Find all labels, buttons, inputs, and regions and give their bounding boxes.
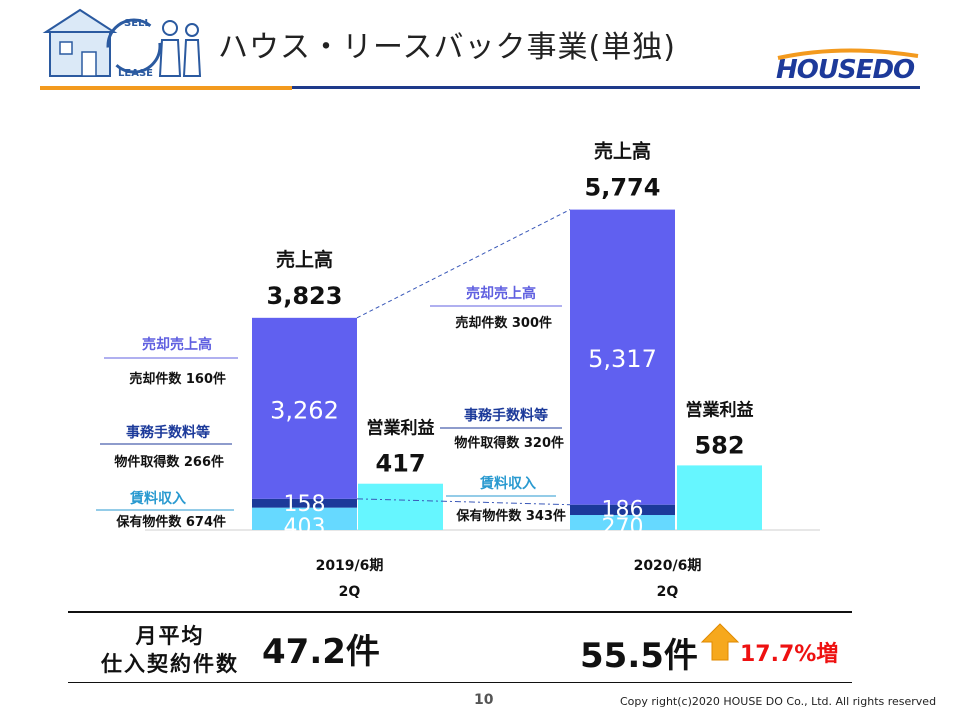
- summary-value-2020: 55.5件: [580, 636, 698, 676]
- connector-total: [356, 209, 571, 319]
- svg-text:LEASE: LEASE: [118, 68, 153, 79]
- annot2-sales-title: 売却売上高: [466, 285, 536, 302]
- total-value-2: 5,774: [585, 174, 661, 202]
- summary-top-rule: [68, 611, 852, 613]
- total-label-2: 売上高: [594, 140, 651, 163]
- page-title: ハウス・リースバック事業(単独): [218, 30, 676, 65]
- segment-label-sales-1: 3,262: [270, 396, 339, 424]
- bar-operating-profit-2: [677, 465, 762, 530]
- page-number: 10: [474, 692, 494, 708]
- annot2-rent-title: 賃料収入: [479, 475, 536, 492]
- bar-sales-2: [570, 209, 675, 505]
- summary-label: 月平均 仕入契約件数: [80, 622, 260, 678]
- copyright: Copy right(c)2020 HOUSE DO Co., Ltd. All…: [620, 695, 937, 708]
- annot1-rent-title: 賃料収入: [129, 490, 186, 507]
- category-label-1-line1: 2019/6期: [316, 558, 384, 574]
- bar-rent-2: [570, 515, 675, 530]
- summary-value-2019: 47.2件: [262, 632, 380, 672]
- annot1-rent-detail: 保有物件数 674件: [115, 514, 226, 530]
- annot2-sales-detail: 売却件数 300件: [455, 315, 552, 331]
- segment-label-sales-2: 5,317: [588, 345, 657, 373]
- housedo-logo: HOUSEDO: [776, 48, 919, 85]
- summary-bottom-rule: [68, 682, 852, 683]
- annot1-fee-title: 事務手数料等: [126, 424, 210, 441]
- profit-value-1: 417: [375, 450, 425, 478]
- bar-fee-2: [570, 504, 675, 516]
- bar-operating-profit-1: [358, 483, 443, 530]
- annot1-fee-detail: 物件取得数 266件: [114, 454, 224, 470]
- header-divider: [40, 86, 920, 89]
- segment-label-rent-2: 270: [602, 515, 644, 540]
- bar-rent-1: [252, 507, 357, 530]
- summary-label-line2: 仕入契約件数: [101, 652, 239, 676]
- category-label-1-line2: 2Q: [339, 584, 361, 600]
- segment-label-fee-2: 186: [602, 498, 644, 523]
- profit-label-2: 営業利益: [686, 399, 754, 420]
- profit-value-2: 582: [694, 431, 744, 459]
- svg-text:HOUSEDO: HOUSEDO: [776, 55, 915, 85]
- annot1-sales-title: 売却売上高: [142, 336, 212, 353]
- summary-label-line1: 月平均: [135, 624, 205, 648]
- annot2-fee-title: 事務手数料等: [464, 407, 548, 424]
- total-label-1: 売上高: [276, 248, 333, 271]
- category-label-2-line1: 2020/6期: [634, 558, 702, 574]
- up-arrow-icon: [700, 623, 740, 661]
- svg-text:SELL: SELL: [124, 18, 151, 29]
- connector-fee: [356, 498, 571, 506]
- segment-label-rent-1: 403: [284, 515, 326, 540]
- header-accent-bar: [40, 86, 292, 90]
- segment-label-fee-1: 158: [284, 492, 326, 517]
- category-label-2-line2: 2Q: [657, 584, 679, 600]
- total-value-1: 3,823: [267, 282, 343, 310]
- bar-fee-1: [252, 498, 357, 508]
- annot2-fee-detail: 物件取得数 320件: [454, 435, 564, 451]
- bar-sales-1: [252, 317, 357, 499]
- annot2-rent-detail: 保有物件数 343件: [455, 508, 566, 524]
- profit-label-1: 営業利益: [367, 418, 435, 439]
- sell-lease-illustration-icon: SELL LEASE: [42, 8, 202, 79]
- annot1-sales-detail: 売却件数 160件: [129, 371, 226, 387]
- growth-rate: 17.7%増: [740, 642, 839, 667]
